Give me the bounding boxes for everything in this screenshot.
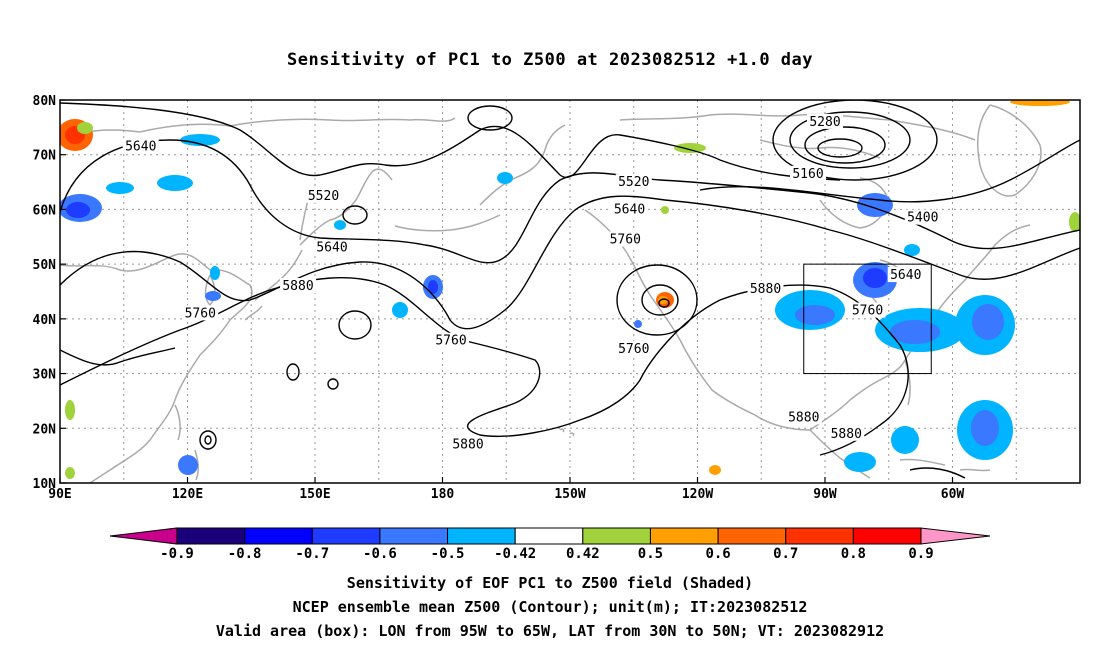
contour-label-bg	[182, 305, 219, 321]
contour-label-bg	[807, 113, 843, 129]
contour-label: 5880	[452, 438, 483, 453]
colorbar-segment	[852, 527, 922, 545]
caption-line-1: Sensitivity of EOF PC1 to Z500 field (Sh…	[346, 574, 754, 592]
contour-label-bg	[122, 138, 159, 154]
contour-label: 5760	[852, 304, 883, 319]
z500-contours	[60, 100, 1080, 479]
colorbar-label: 0.7	[773, 546, 798, 562]
colorbar-segment	[311, 527, 381, 545]
contour-label: 5880	[831, 427, 862, 442]
contour-label: 5520	[618, 175, 649, 190]
sensitivity-shading	[60, 100, 1080, 479]
contour-label: 5640	[125, 140, 156, 155]
colorbar-segment	[785, 527, 854, 545]
colorbar-label: 0.42	[566, 546, 600, 562]
contour-label-bg	[887, 267, 924, 283]
colorbar-label: -0.9	[160, 546, 194, 562]
colorbar-label: 0.9	[908, 546, 933, 562]
valid-area-box	[803, 263, 932, 375]
contour-label: 5520	[308, 189, 339, 204]
map-title: Sensitivity of PC1 to Z500 at 2023082512…	[286, 50, 813, 70]
colorbar-label: -0.42	[494, 546, 536, 562]
lat-tick-label: 70N	[33, 149, 57, 164]
colorbar-label: -0.6	[363, 546, 397, 562]
lon-tick-label: 60W	[941, 487, 965, 502]
contour-label-bg	[904, 209, 941, 225]
colorbar-segment	[582, 527, 651, 545]
contour-label: 5880	[750, 282, 781, 297]
colorbar-high-triangle	[920, 527, 991, 545]
colorbar-label: 0.8	[841, 546, 866, 562]
lon-tick-label: 120W	[682, 487, 713, 502]
contour-label-bg	[305, 187, 342, 203]
lon-tick-label: 90W	[813, 487, 837, 502]
caption-line-3: Valid area (box): LON from 95W to 65W, L…	[215, 622, 885, 640]
coastlines	[60, 104, 1042, 483]
colorbar: -0.9 -0.8 -0.7 -0.6 -0.5 -0.42 0.42 0.5 0.6 0.7 0.…	[109, 527, 991, 562]
colorbar-label: 0.6	[705, 546, 730, 562]
contour-labels: 5640 5520 5640 5880 5760 5760 5880 5520 5640 5760…	[122, 113, 941, 453]
colorbar-segment	[447, 527, 516, 545]
lat-tick-label: 40N	[33, 313, 57, 328]
contour-label: 5640	[614, 202, 645, 217]
contour-label-bg	[607, 231, 644, 247]
contour-label: 5760	[618, 342, 649, 357]
contour-label-bg	[280, 278, 316, 294]
contour-label-bg	[314, 239, 350, 255]
contour-label-bg	[790, 165, 826, 181]
contour-label: 5400	[907, 211, 938, 226]
lat-tick-label: 10N	[33, 477, 57, 492]
lat-tick-label: 80N	[33, 94, 57, 109]
contour-label-bg	[615, 174, 652, 190]
contour-label: 5760	[610, 233, 641, 248]
contour-label-bg	[828, 425, 865, 441]
contour-label: 5280	[809, 115, 840, 130]
colorbar-label: -0.8	[228, 546, 262, 562]
colorbar-segment	[649, 527, 719, 545]
contour-label: 5160	[792, 167, 823, 182]
colorbar-segment	[379, 527, 449, 545]
lat-lon-grid	[60, 100, 1080, 483]
contour-label-bg	[433, 332, 469, 348]
lon-tick-label: 90E	[48, 487, 71, 502]
contour-label-bg	[785, 409, 822, 425]
colorbar-label: 0.5	[638, 546, 663, 562]
contour-label: 5880	[282, 279, 313, 294]
colorbar-segment	[514, 527, 584, 545]
contour-label-bg	[849, 302, 886, 318]
contour-label-bg	[611, 201, 648, 217]
lat-tick-label: 50N	[33, 258, 57, 273]
colorbar-label: -0.7	[295, 546, 329, 562]
lon-tick-label: 180	[431, 487, 455, 502]
lat-tick-label: 20N	[33, 422, 57, 437]
contour-label: 5760	[435, 334, 466, 349]
lat-tick-label: 30N	[33, 368, 57, 383]
contour-label-bg	[615, 340, 652, 356]
lon-tick-label: 150W	[554, 487, 585, 502]
contour-label: 5640	[890, 268, 921, 283]
lat-tick-label: 60N	[33, 203, 57, 218]
lon-tick-label: 120E	[172, 487, 203, 502]
contour-label-bg	[747, 280, 784, 296]
contour-label-bg	[450, 436, 486, 452]
caption-line-2: NCEP ensemble mean Z500 (Contour); unit(…	[292, 598, 808, 616]
colorbar-low-triangle	[109, 527, 178, 545]
colorbar-segment	[717, 527, 787, 545]
colorbar-segment	[176, 527, 246, 545]
contour-label: 5640	[316, 241, 347, 256]
contour-label: 5760	[185, 306, 216, 321]
colorbar-label: -0.5	[431, 546, 465, 562]
colorbar-segment	[244, 527, 313, 545]
lon-tick-label: 150E	[299, 487, 330, 502]
contour-label: 5880	[788, 410, 819, 425]
